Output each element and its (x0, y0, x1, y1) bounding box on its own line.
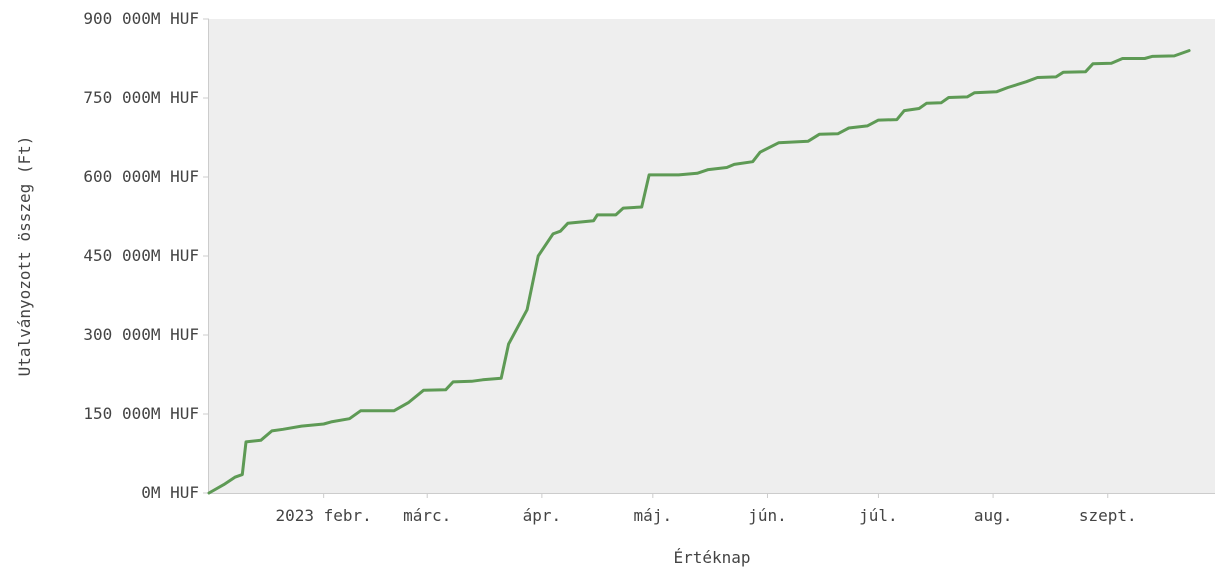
x-tick-label: márc. (403, 506, 451, 525)
y-axis-ticks: 0M HUF 150 000M HUF 300 000M HUF 450 000M H… (83, 9, 209, 502)
x-tick-label: 2023 febr. (275, 506, 371, 525)
x-tick-label: ápr. (523, 506, 562, 525)
plot-area (209, 19, 1215, 493)
y-tick-label: 150 000M HUF (83, 404, 199, 423)
series-line (207, 49, 1191, 495)
y-tick-label: 600 000M HUF (83, 167, 199, 186)
x-tick-label: jún. (748, 506, 787, 525)
y-axis-title: Utalványozott összeg (Ft) (15, 136, 34, 377)
x-tick-label: szept. (1079, 506, 1137, 525)
y-tick-label: 300 000M HUF (83, 325, 199, 344)
y-tick-label: 450 000M HUF (83, 246, 199, 265)
y-tick-label: 750 000M HUF (83, 88, 199, 107)
series-group (207, 49, 1191, 495)
x-axis-ticks: 2023 febr. márc. ápr. máj. jún. júl. aug. szept… (275, 493, 1137, 525)
x-tick-label: aug. (974, 506, 1013, 525)
x-tick-label: júl. (859, 506, 898, 525)
y-tick-label: 0M HUF (141, 483, 199, 502)
x-tick-label: máj. (634, 506, 673, 525)
y-tick-label: 900 000M HUF (83, 9, 199, 28)
x-axis-title: Értéknap (673, 548, 750, 567)
